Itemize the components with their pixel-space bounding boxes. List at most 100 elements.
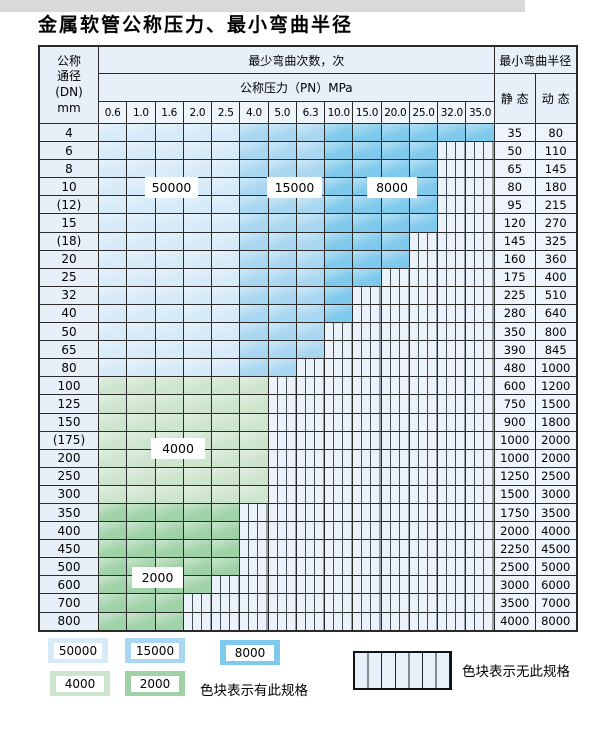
spec-cell xyxy=(353,214,381,232)
spec-cell xyxy=(99,522,127,540)
spec-cell xyxy=(183,576,212,594)
dn-cell: 8 xyxy=(40,160,98,178)
spec-cell xyxy=(212,413,240,431)
spec-cell xyxy=(127,268,155,286)
spec-cell xyxy=(381,142,409,160)
dn-cell: 50 xyxy=(40,323,98,341)
spec-cell xyxy=(268,250,296,268)
spec-cell xyxy=(268,232,296,250)
spec-cell xyxy=(212,359,240,377)
nospec-cell xyxy=(212,576,240,594)
spec-cell xyxy=(183,395,212,413)
spec-cell xyxy=(183,485,212,503)
dn-cell: 32 xyxy=(40,286,98,304)
spec-table: 公称 通径 (DN) mm 最少弯曲次数，次 最小弯曲半径 公称压力（PN）MPa 静 态动 … xyxy=(38,45,578,632)
spec-cell xyxy=(155,214,183,232)
nospec-cell xyxy=(466,522,494,540)
spec-cell xyxy=(155,359,183,377)
spec-cell xyxy=(183,142,212,160)
nospec-cell xyxy=(240,576,268,594)
dynamic-value-cell: 5000 xyxy=(535,558,576,576)
dn-cell: (18) xyxy=(40,232,98,250)
nospec-cell xyxy=(438,522,466,540)
nospec-cell xyxy=(325,341,353,359)
nospec-cell xyxy=(381,431,409,449)
spec-cell xyxy=(325,124,353,142)
nospec-cell xyxy=(466,359,494,377)
legend-no-spec-text: 色块表示无此规格 xyxy=(462,664,570,680)
dynamic-value-cell: 1000 xyxy=(535,359,576,377)
spec-cell xyxy=(240,449,268,467)
nospec-cell xyxy=(438,449,466,467)
spec-cell xyxy=(155,196,183,214)
spec-cell xyxy=(155,268,183,286)
dynamic-value-cell: 4500 xyxy=(535,540,576,558)
dn-cell: 6 xyxy=(40,142,98,160)
nospec-cell xyxy=(268,576,296,594)
nospec-cell xyxy=(409,612,438,630)
spec-cell xyxy=(240,467,268,485)
nospec-cell xyxy=(296,449,325,467)
dynamic-value-cell: 1500 xyxy=(535,395,576,413)
spec-cell xyxy=(99,341,127,359)
nospec-cell xyxy=(409,359,438,377)
spec-cell xyxy=(409,160,438,178)
nospec-cell xyxy=(381,558,409,576)
spec-cell xyxy=(127,485,155,503)
spec-cell xyxy=(240,304,268,323)
spec-cell xyxy=(353,124,381,142)
nospec-cell xyxy=(353,576,381,594)
spec-cell xyxy=(127,377,155,395)
top-gray-strip xyxy=(0,0,525,12)
nospec-cell xyxy=(296,540,325,558)
spec-cell xyxy=(99,485,127,503)
spec-cell xyxy=(99,304,127,323)
nospec-cell xyxy=(438,413,466,431)
spec-cell xyxy=(240,485,268,503)
spec-cell xyxy=(325,232,353,250)
static-value-cell: 2000 xyxy=(494,522,535,540)
dynamic-value-cell: 180 xyxy=(535,178,576,196)
nospec-cell xyxy=(325,576,353,594)
spec-cell xyxy=(99,377,127,395)
nospec-cell xyxy=(381,540,409,558)
dynamic-value-cell: 270 xyxy=(535,214,576,232)
spec-cell xyxy=(381,196,409,214)
nospec-cell xyxy=(409,323,438,341)
dn-column-header: 公称 通径 (DN) mm xyxy=(40,47,98,123)
spec-cell xyxy=(240,160,268,178)
spec-cell xyxy=(183,124,212,142)
legend-swatch-8000: 8000 xyxy=(220,640,280,665)
nospec-cell xyxy=(438,576,466,594)
spec-cell xyxy=(99,449,127,467)
spec-cell xyxy=(155,485,183,503)
spec-cell xyxy=(127,540,155,558)
nospec-cell xyxy=(438,540,466,558)
spec-cell xyxy=(353,142,381,160)
nospec-cell xyxy=(325,467,353,485)
static-value-cell: 225 xyxy=(494,286,535,304)
spec-cell xyxy=(325,214,353,232)
static-value-cell: 750 xyxy=(494,395,535,413)
nospec-cell xyxy=(409,413,438,431)
radius-header: 最小弯曲半径 xyxy=(494,47,576,73)
spec-cell xyxy=(183,359,212,377)
nospec-cell xyxy=(353,503,381,522)
dynamic-value-cell: 2000 xyxy=(535,431,576,449)
spec-cell xyxy=(99,431,127,449)
nospec-cell xyxy=(466,431,494,449)
spec-cell xyxy=(99,142,127,160)
nospec-cell xyxy=(381,485,409,503)
nospec-cell xyxy=(353,413,381,431)
nospec-cell xyxy=(325,449,353,467)
nospec-cell xyxy=(409,268,438,286)
spec-cell xyxy=(183,268,212,286)
cycles-label-8000: 8000 xyxy=(367,177,417,198)
dn-cell: 200 xyxy=(40,449,98,467)
pressure-tick: 2.5 xyxy=(212,102,240,123)
nospec-cell xyxy=(353,485,381,503)
spec-cell xyxy=(212,449,240,467)
spec-cell xyxy=(212,522,240,540)
nospec-cell xyxy=(353,359,381,377)
nospec-cell xyxy=(466,196,494,214)
